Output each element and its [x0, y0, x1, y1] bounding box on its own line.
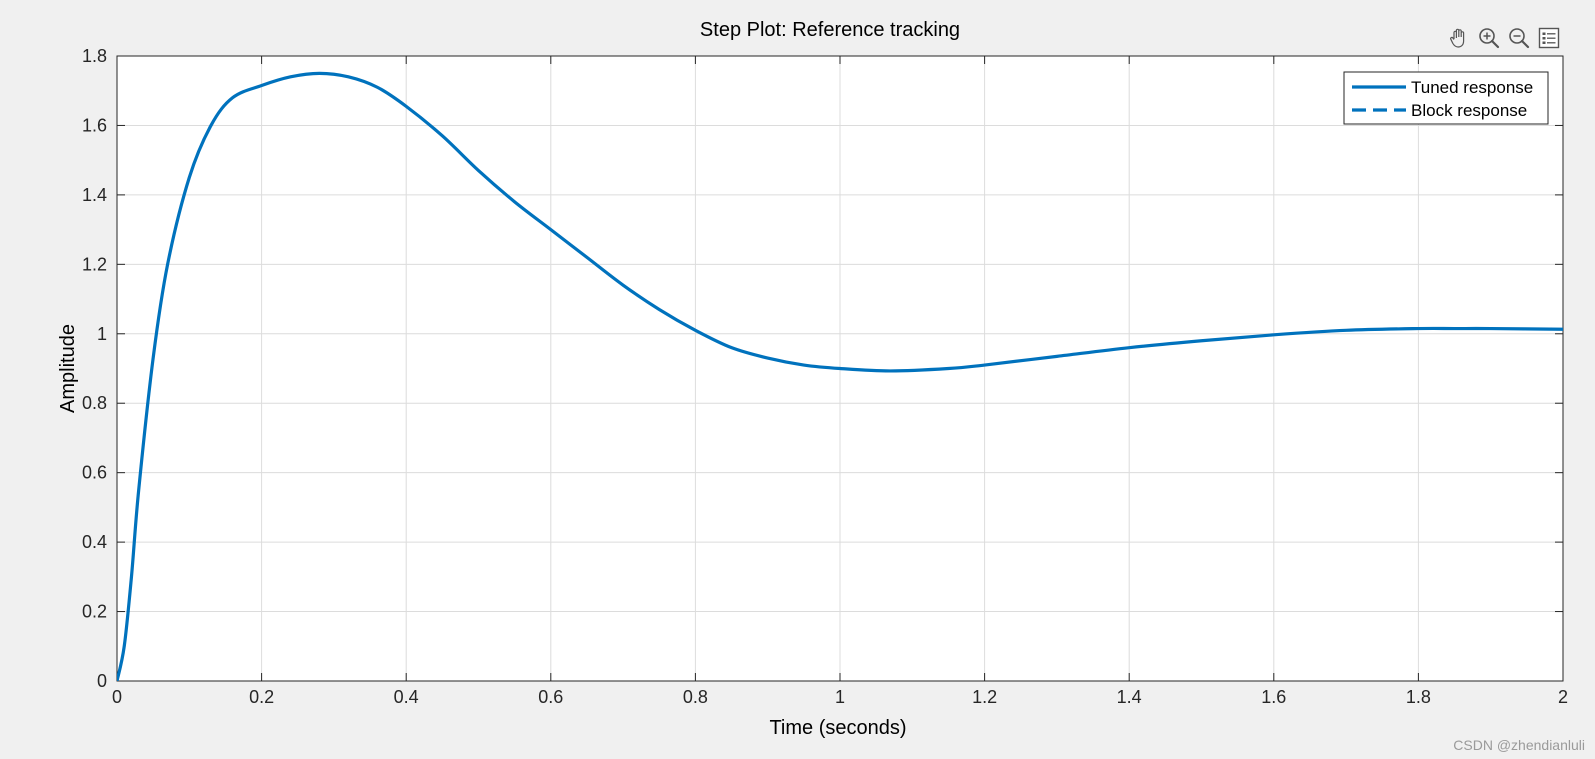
pan-tool[interactable]: [1446, 25, 1472, 51]
x-tick-label: 1.6: [1261, 687, 1286, 707]
x-tick-label: 1: [835, 687, 845, 707]
legend-toggle-tool[interactable]: [1536, 25, 1562, 51]
y-tick-label: 1.4: [82, 185, 107, 205]
y-tick-label: 0: [97, 671, 107, 691]
zoom-out-tool[interactable]: [1506, 25, 1532, 51]
x-tick-label: 1.4: [1117, 687, 1142, 707]
chart-title: Step Plot: Reference tracking: [700, 19, 960, 41]
legend-label: Tuned response: [1411, 78, 1533, 97]
watermark: CSDN @zhendianluli: [1453, 737, 1585, 753]
x-tick-label: 2: [1558, 687, 1568, 707]
x-tick-label: 0.8: [683, 687, 708, 707]
y-tick-label: 0.6: [82, 463, 107, 483]
y-tick-label: 1.8: [82, 46, 107, 66]
legend: Tuned response Block response: [1343, 71, 1549, 125]
legend-label: Block response: [1411, 101, 1527, 120]
y-tick-label: 0.2: [82, 602, 107, 622]
y-axis-label: Amplitude: [57, 324, 79, 413]
y-tick-label: 0.8: [82, 393, 107, 413]
y-tick-label: 0.4: [82, 532, 107, 552]
series-line-0: [117, 71, 1563, 681]
zoom-in-icon: [1479, 28, 1500, 49]
x-tick-label: 0.6: [538, 687, 563, 707]
x-tick-label: 0: [112, 687, 122, 707]
x-tick-label: 0.2: [249, 687, 274, 707]
x-tick-label: 0.4: [394, 687, 419, 707]
y-tick-label: 1.2: [82, 254, 107, 274]
x-tick-label: 1.8: [1406, 687, 1431, 707]
axes-toolbar: [1446, 24, 1562, 52]
y-tick-label: 1.6: [82, 115, 107, 135]
legend-box: [1343, 71, 1549, 125]
y-tick-label: 1: [97, 324, 107, 344]
zoom-in-tool[interactable]: [1476, 25, 1502, 51]
pan-icon: [1450, 28, 1465, 48]
x-axis-label: Time (seconds): [769, 717, 906, 739]
zoom-out-icon: [1509, 28, 1530, 49]
x-tick-label: 1.2: [972, 687, 997, 707]
legend-toggle-icon: [1538, 27, 1560, 49]
